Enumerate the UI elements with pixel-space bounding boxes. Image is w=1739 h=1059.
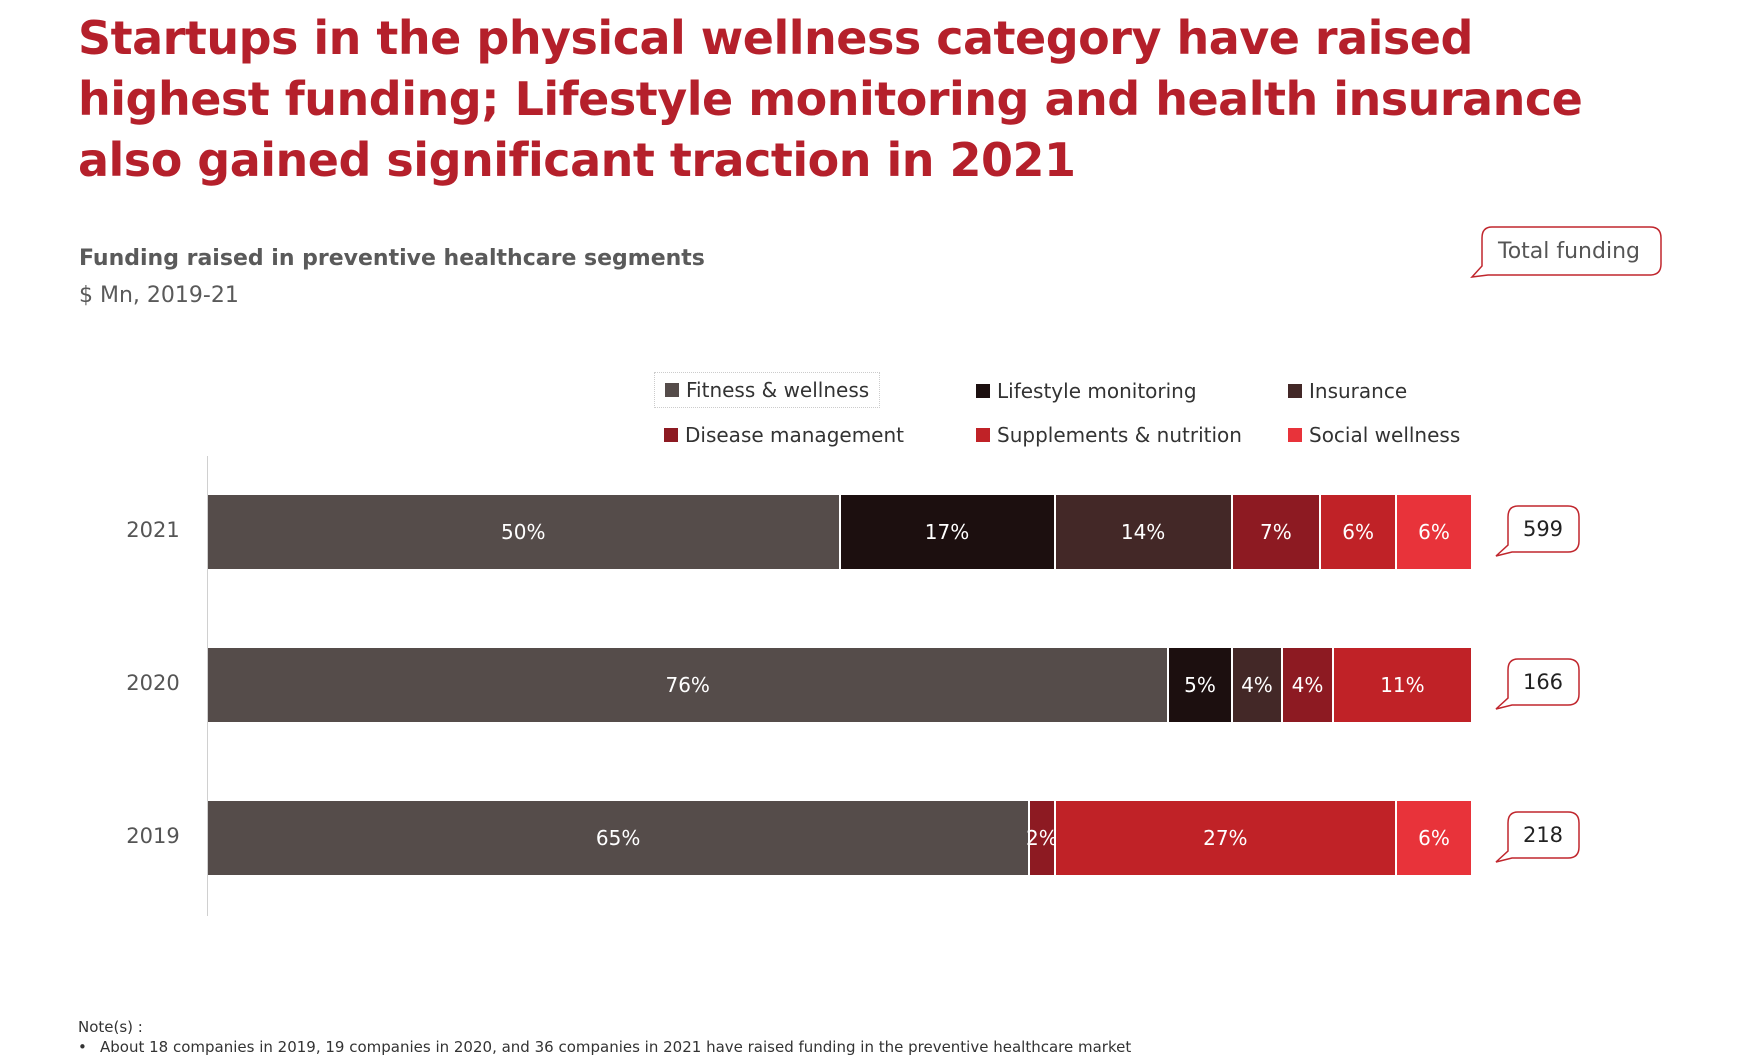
data-label: 6% [1418,826,1450,850]
bar-segment: 4% [1232,648,1284,722]
y-tick-label: 2020 [126,671,180,695]
legend-swatch [1288,428,1302,442]
data-label: 50% [501,520,546,544]
bar-segment: 65% [208,801,1031,875]
bar-segment: 76% [208,648,1170,722]
data-label: 5% [1184,673,1216,697]
total-funding-callout [1495,505,1580,557]
legend-label: Lifestyle monitoring [997,379,1197,403]
total-funding-value: 599 [1522,517,1564,541]
data-label: 11% [1380,673,1425,697]
chart-unit: $ Mn, 2019-21 [79,283,239,308]
data-label: 7% [1260,520,1292,544]
total-funding-callout [1495,811,1580,863]
total-funding-value: 218 [1522,823,1564,847]
y-tick-label: 2021 [126,518,180,542]
data-label: 17% [924,520,970,544]
legend-item: Supplements & nutrition [976,420,1242,450]
bar-segment: 14% [1055,495,1233,569]
legend-swatch [665,383,679,397]
data-label: 65% [595,826,641,850]
chart-subtitle: Funding raised in preventive healthcare … [79,246,705,271]
legend-label: Social wellness [1309,423,1461,447]
data-label: 27% [1203,826,1248,850]
total-funding-callout-shape [1470,226,1662,278]
data-label: 14% [1120,520,1166,544]
bar-segment: 6% [1397,495,1473,569]
notes-title: Note(s) : [78,1018,143,1036]
legend-item: Insurance [1288,376,1407,406]
data-label: 4% [1241,673,1273,697]
total-funding-value: 166 [1522,670,1564,694]
legend-swatch [976,428,990,442]
total-funding-label: Total funding [1498,239,1640,264]
bar-segment: 6% [1321,495,1398,569]
y-axis-line [207,456,208,916]
legend-label: Insurance [1309,379,1408,403]
data-label: 6% [1418,520,1450,544]
y-tick-label: 2019 [126,824,180,848]
note-item-text: About 18 companies in 2019, 19 companies… [100,1038,1132,1056]
data-label: 2% [1026,826,1058,850]
legend-item: Disease management [664,420,904,450]
legend-item: Fitness & wellness [654,372,881,408]
legend-label: Fitness & wellness [686,378,870,402]
data-label: 6% [1342,520,1374,544]
legend-label: Supplements & nutrition [997,423,1242,447]
note-item: • About 18 companies in 2019, 19 companie… [78,1038,1132,1056]
bar-segment: 5% [1169,648,1233,722]
bar-segment: 2% [1026,801,1058,875]
legend-swatch [664,428,678,442]
total-funding-callout [1495,658,1580,710]
legend-swatch [976,384,990,398]
legend-label: Disease management [685,423,904,447]
bar-segment: 27% [1055,801,1398,875]
data-label: 4% [1291,673,1324,697]
page-title: Startups in the physical wellness catego… [78,11,1583,187]
chart-legend: Fitness & wellness Lifestyle monitoring In… [654,372,1544,476]
bar-segment: 4% [1283,648,1334,722]
bar-segment: 6% [1397,801,1473,875]
bar-segment: 50% [208,495,841,569]
bar-segment: 7% [1232,495,1322,569]
legend-swatch [1288,384,1302,398]
legend-item: Lifestyle monitoring [976,376,1197,406]
data-label: 76% [665,673,710,697]
legend-item: Social wellness [1288,420,1460,450]
bar-segment: 17% [840,495,1056,569]
bar-segment: 11% [1333,648,1473,722]
